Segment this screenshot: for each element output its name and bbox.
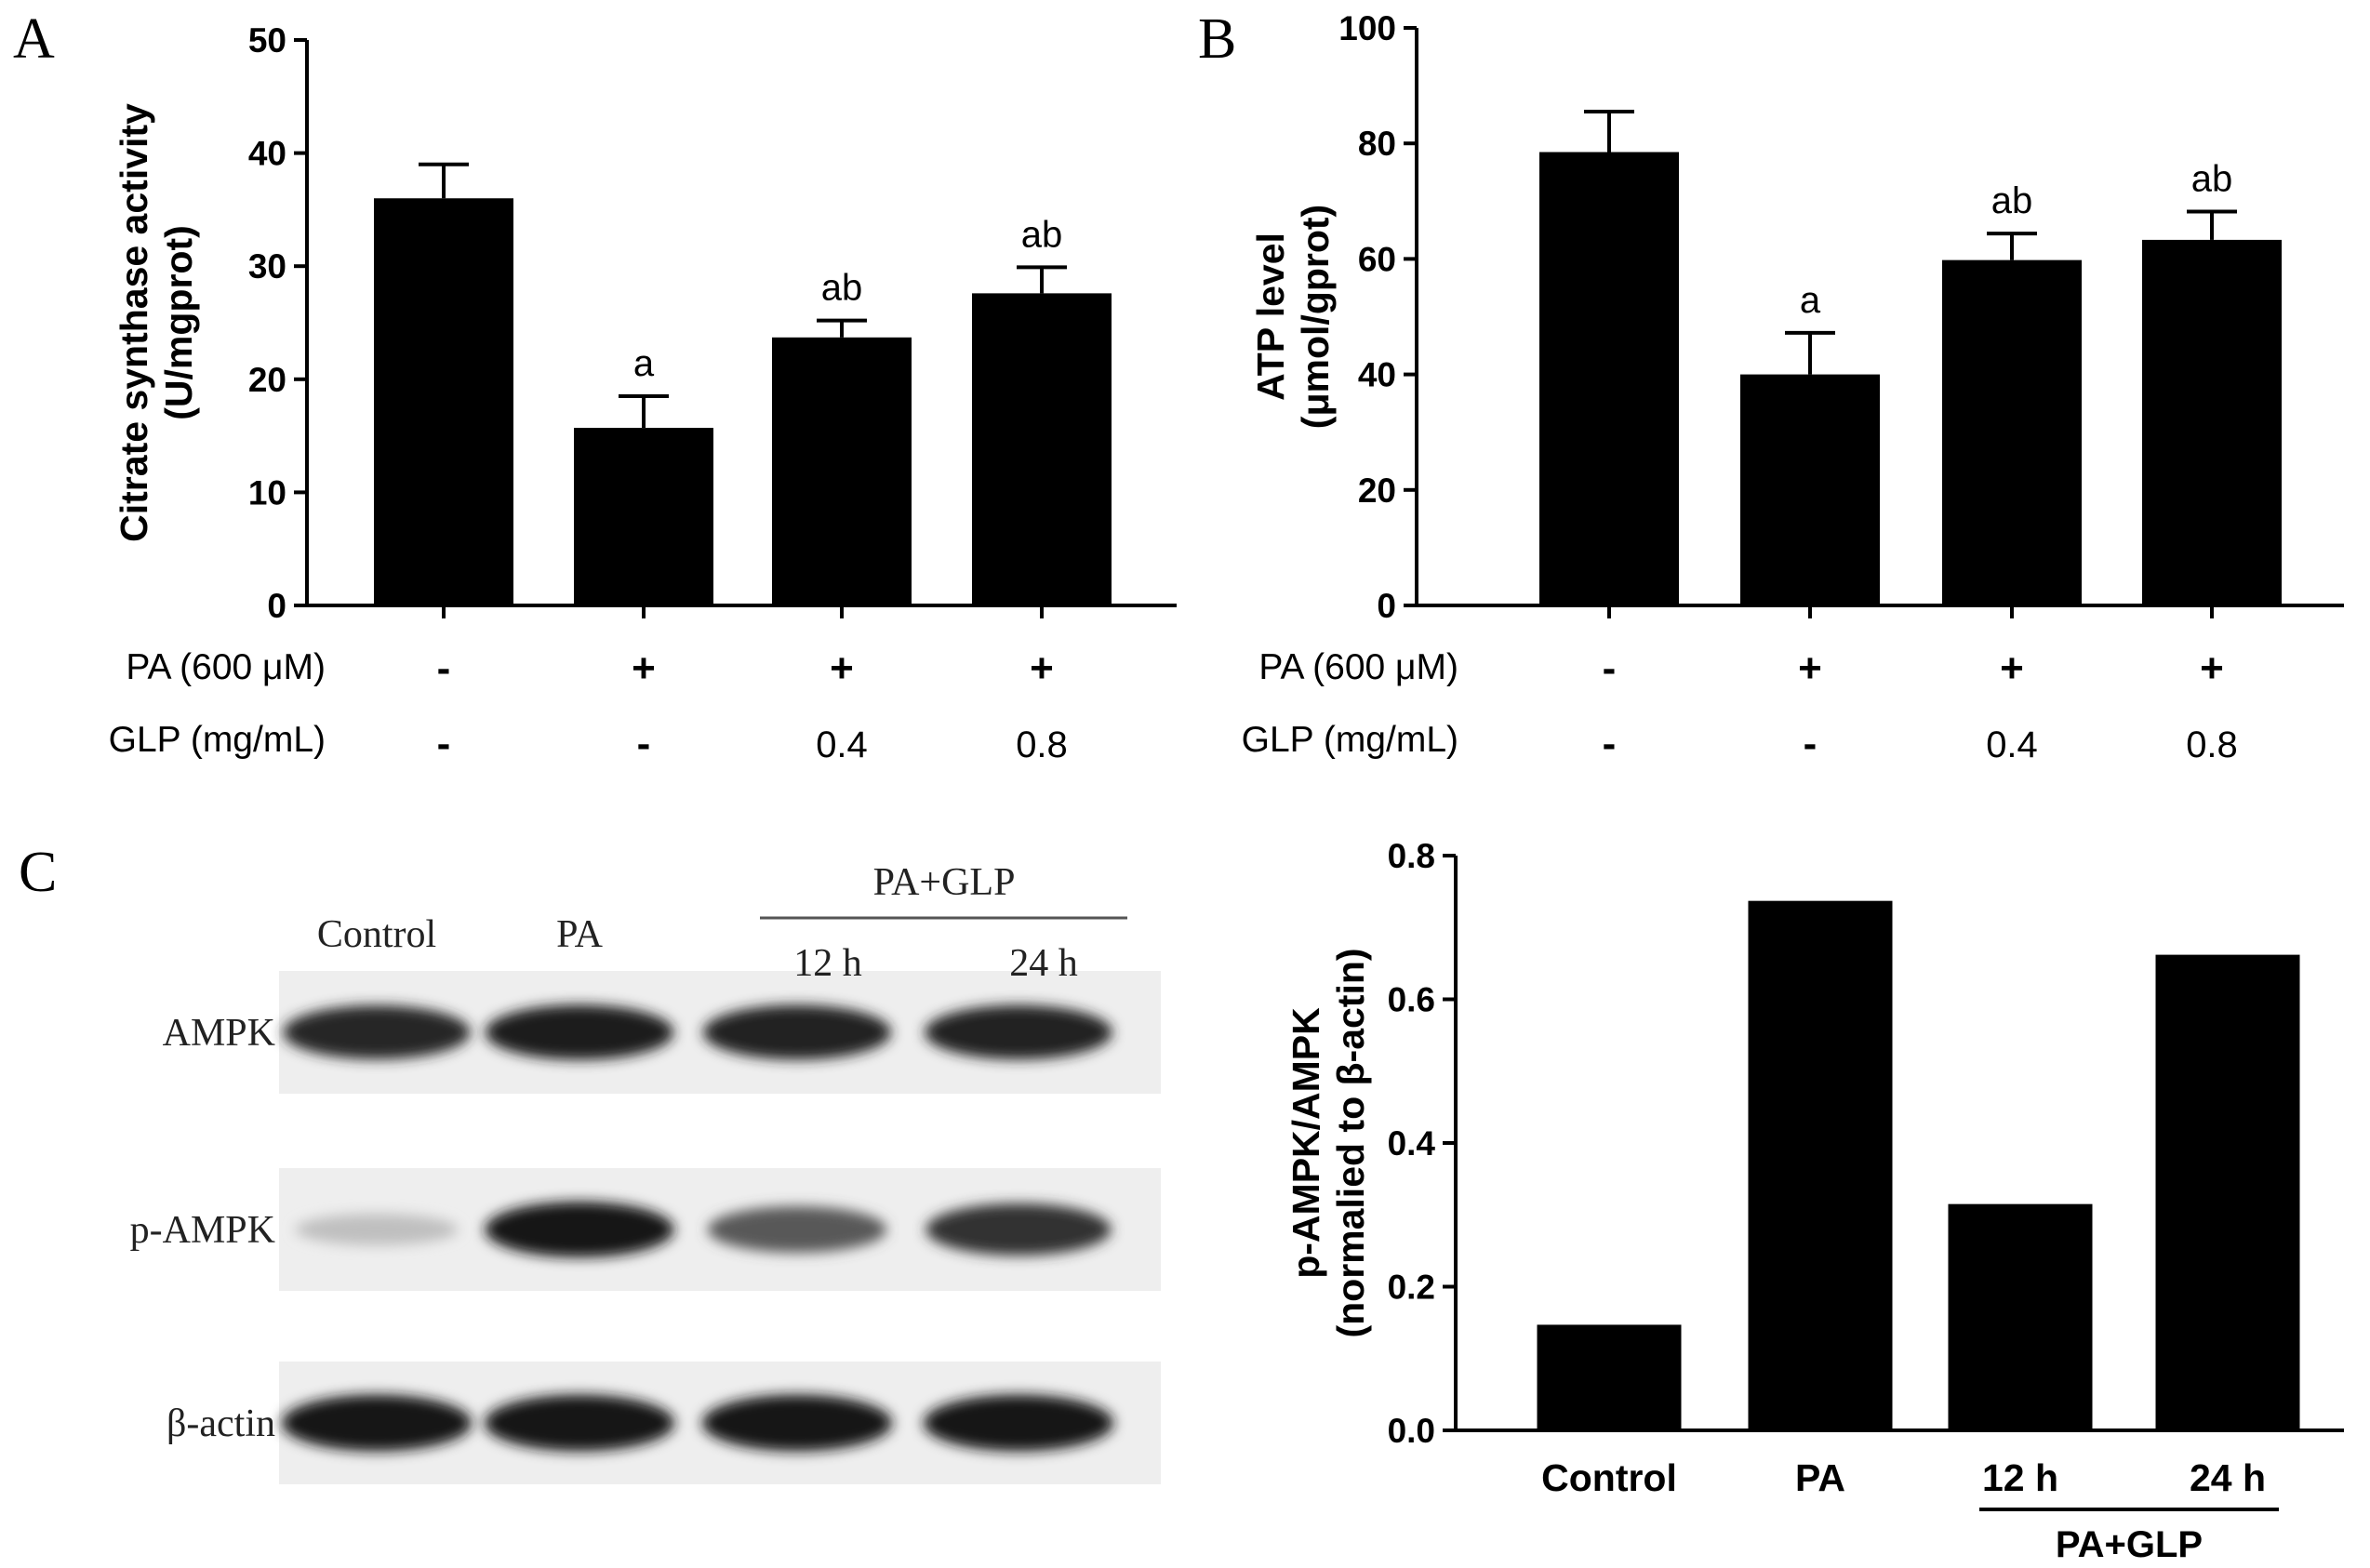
blot-band — [485, 1004, 674, 1060]
bar — [772, 337, 912, 605]
bar — [1740, 374, 1880, 605]
y-axis-label-line: Citrate synthase activity — [113, 103, 155, 542]
blot-band — [283, 1005, 471, 1059]
significance-label: ab — [1021, 214, 1063, 255]
blot-lane-label: Control — [317, 913, 436, 956]
bar — [374, 198, 513, 606]
blot-band — [925, 1203, 1112, 1256]
blot-lane-label: 24 h — [1009, 942, 1078, 985]
x-tick-label: 12 h — [1982, 1456, 2058, 1499]
y-axis-label-line: (U/mgprot) — [157, 225, 200, 420]
pa-value: - — [437, 645, 451, 691]
y-tick-label: 0.6 — [1388, 981, 1435, 1019]
panel-label-b: B — [1198, 7, 1236, 71]
bar — [2142, 239, 2282, 605]
y-axis-label-line: ATP level — [1249, 233, 1292, 401]
blot-band — [923, 1394, 1114, 1452]
blot-lane-label: 12 h — [793, 942, 862, 985]
x-tick-label: 24 h — [2190, 1456, 2266, 1499]
y-tick-label: 100 — [1338, 9, 1396, 47]
glp-value: 0.8 — [2186, 724, 2238, 765]
y-axis-label: ATP level(μmol/gprot) — [1249, 205, 1337, 429]
panel-c-chart: 0.0 0.2 0.4 0.6 0.8 p-AMPK/AMPK(normalied to … — [1285, 837, 2344, 1565]
x-tick-label: PA — [1795, 1456, 1845, 1499]
blot-band — [485, 1202, 674, 1257]
blot-band — [295, 1214, 459, 1245]
glp-value: - — [437, 721, 451, 766]
pa-value: + — [2000, 645, 2024, 691]
pa-row-label: PA (600 μM) — [126, 647, 326, 687]
y-tick-label: 0.2 — [1388, 1269, 1435, 1307]
bar — [1942, 259, 2082, 605]
glp-row-label: GLP (mg/mL) — [1242, 720, 1458, 760]
pa-value: + — [2200, 645, 2224, 691]
bar — [1537, 1324, 1682, 1430]
blot-group-label: PA+GLP — [873, 861, 1016, 904]
panel-a: 0 10 20 30 40 50 Citrate synthase activity(U/m… — [113, 21, 1177, 625]
bar — [1539, 152, 1679, 605]
y-tick-label: 10 — [248, 473, 286, 512]
glp-value: 0.8 — [1016, 724, 1068, 765]
panel-b: 0 20 40 60 80 100 ATP level(μmol/gprot) a ab ab — [1249, 9, 2344, 625]
western-blot: AMPK p-AMPK β-actin Control PA 12 h 24 h PA+GLP — [130, 861, 1161, 1484]
y-tick-label: 80 — [1358, 125, 1396, 163]
y-tick-label: 60 — [1358, 240, 1396, 278]
blot-lane-label: PA — [556, 913, 604, 956]
blot-band — [925, 1004, 1112, 1060]
blot-band — [701, 1394, 893, 1452]
significance-label: ab — [821, 268, 863, 309]
y-tick-label: 0 — [267, 587, 286, 625]
significance-label: ab — [2191, 158, 2233, 199]
y-tick-label: 40 — [248, 135, 286, 173]
glp-value: - — [1804, 721, 1817, 766]
y-tick-label: 0.8 — [1388, 837, 1435, 875]
y-tick-label: 0.0 — [1388, 1412, 1435, 1450]
glp-value: - — [637, 721, 651, 766]
y-tick-label: 0 — [1377, 587, 1396, 625]
y-tick-label: 20 — [1358, 472, 1396, 510]
y-tick-label: 50 — [248, 21, 286, 60]
blot-band — [702, 1004, 892, 1060]
pa-value: + — [1798, 645, 1822, 691]
group-label: PA+GLP — [2056, 1524, 2203, 1565]
significance-label: a — [633, 343, 655, 384]
glp-value: 0.4 — [1986, 724, 2038, 765]
y-axis-label-line: (μmol/gprot) — [1294, 205, 1337, 429]
pa-value: + — [632, 645, 656, 691]
significance-label: a — [1800, 280, 1821, 321]
pa-value: - — [1603, 645, 1617, 691]
y-tick-label: 30 — [248, 247, 286, 286]
y-axis-label-line: (normalied to β-actin) — [1329, 948, 1372, 1337]
blot-band — [707, 1206, 887, 1253]
panel-label-c: C — [19, 841, 57, 904]
blot-row-label: p-AMPK — [130, 1209, 275, 1252]
bar — [1748, 900, 1893, 1430]
blot-band — [484, 1394, 675, 1452]
blot-band — [281, 1394, 473, 1452]
bar — [972, 293, 1112, 605]
y-axis-label-line: p-AMPK/AMPK — [1285, 1007, 1327, 1279]
panel-label-a: A — [13, 7, 55, 71]
glp-row-label: GLP (mg/mL) — [109, 720, 326, 760]
pa-row-label: PA (600 μM) — [1258, 647, 1458, 687]
glp-value: - — [1603, 721, 1617, 766]
y-tick-label: 40 — [1358, 356, 1396, 394]
pa-value: + — [830, 645, 854, 691]
y-tick-label: 20 — [248, 361, 286, 399]
bar — [1948, 1203, 2093, 1430]
bar — [574, 428, 713, 605]
significance-label: ab — [1991, 180, 2033, 221]
bar — [2155, 954, 2300, 1430]
glp-value: 0.4 — [816, 724, 868, 765]
y-axis-label: Citrate synthase activity(U/mgprot) — [113, 103, 200, 542]
pa-value: + — [1030, 645, 1054, 691]
blot-row-label: AMPK — [163, 1012, 275, 1055]
x-tick-label: Control — [1541, 1456, 1677, 1499]
blot-row-label: β-actin — [166, 1402, 275, 1445]
y-tick-label: 0.4 — [1388, 1124, 1436, 1163]
panel-labels: PA (600 μM) GLP (mg/mL) - - + - +0.4 +0.8 PA (60… — [13, 7, 2238, 904]
y-axis-label: p-AMPK/AMPK(normalied to β-actin) — [1285, 948, 1372, 1337]
